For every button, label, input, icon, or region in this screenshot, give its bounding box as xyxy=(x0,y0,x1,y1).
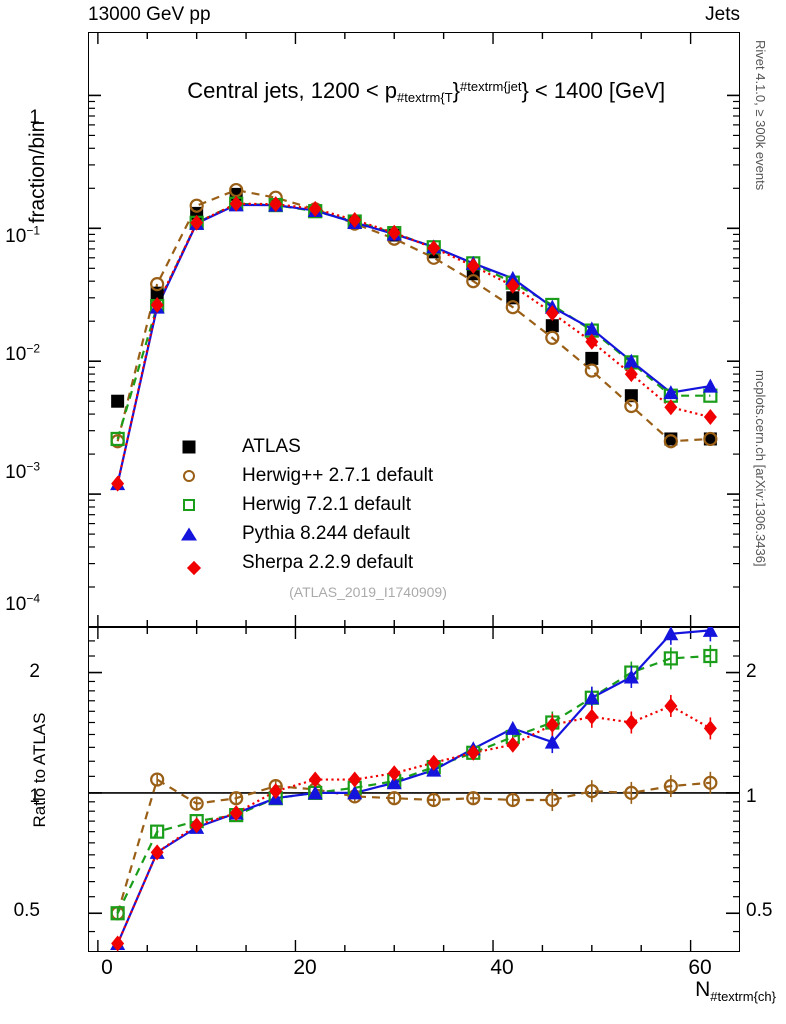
legend-key-herwig7 xyxy=(150,495,228,515)
title-suffix: < 1400 [GeV] xyxy=(528,78,666,103)
legend-label-pythia: Pythia 8.244 default xyxy=(242,522,410,544)
title-mid2: } xyxy=(521,78,529,103)
legend-key-sherpa xyxy=(150,553,228,575)
rivet-version-note: Rivet 4.1.0, ≥ 300k events xyxy=(753,40,768,191)
main-ytick-1: 10−1 xyxy=(5,223,40,248)
legend-item-atlas[interactable]: ATLAS xyxy=(150,432,433,461)
xtick-40: 40 xyxy=(490,956,514,979)
analysis-id-label: (ATLAS_2019_I1740909) xyxy=(289,584,447,600)
open-square-icon xyxy=(183,498,195,511)
ratio-y-axis-label: Ratio to ATLAS xyxy=(30,712,49,828)
title-sup: #textrm{jet xyxy=(460,79,522,94)
beam-energy-label: 13000 GeV pp xyxy=(88,4,211,25)
filled-diamond-icon xyxy=(186,560,202,575)
ratio-ytick-right-2: 2 xyxy=(746,661,757,682)
open-circle-icon xyxy=(183,469,195,482)
ratio-ytick-right-1: 1 xyxy=(746,786,757,807)
category-label: Jets xyxy=(705,4,740,25)
legend-label-atlas: ATLAS xyxy=(242,435,301,457)
main-ytick-0: 1 xyxy=(29,107,40,128)
legend-key-atlas xyxy=(150,437,228,457)
title-sub: #textrm{T xyxy=(397,90,453,105)
xtick-0: 0 xyxy=(101,956,113,979)
title-prefix: Central jets, 1200 < p xyxy=(187,78,398,103)
legend: ATLAS Herwig++ 2.7.1 default Herwig 7.2.… xyxy=(150,432,433,577)
ratio-plot-canvas xyxy=(88,627,740,952)
x-axis-label-sub: #textrm{ch} xyxy=(710,989,776,1005)
legend-item-sherpa[interactable]: Sherpa 2.2.9 default xyxy=(150,548,433,577)
mcplots-source-note: mcplots.cern.ch [arXiv:1306.3436] xyxy=(753,370,768,567)
legend-item-herwigpp[interactable]: Herwig++ 2.7.1 default xyxy=(150,461,433,490)
legend-label-herwigpp: Herwig++ 2.7.1 default xyxy=(242,464,434,486)
ratio-ytick-05: 0.5 xyxy=(13,900,40,921)
filled-square-icon xyxy=(182,440,196,453)
xtick-60: 60 xyxy=(688,956,712,979)
x-axis-label-base: N xyxy=(695,978,711,1001)
title-mid: } xyxy=(452,78,461,103)
xtick-20: 20 xyxy=(293,956,317,979)
main-ytick-4: 10−4 xyxy=(5,591,40,616)
main-plot-canvas xyxy=(88,32,740,627)
main-ytick-3: 10−3 xyxy=(5,459,40,484)
ratio-ytick-right-05: 0.5 xyxy=(746,900,773,921)
legend-label-sherpa: Sherpa 2.2.9 default xyxy=(242,551,414,573)
legend-key-herwigpp xyxy=(150,466,228,486)
legend-key-pythia xyxy=(150,524,228,544)
plot-title: Central jets, 1200 < p#textrm{T}#textrm{… xyxy=(88,52,740,131)
legend-label-herwig7: Herwig 7.2.1 default xyxy=(242,493,411,515)
legend-item-herwig7[interactable]: Herwig 7.2.1 default xyxy=(150,490,433,519)
legend-item-pythia[interactable]: Pythia 8.244 default xyxy=(150,519,433,548)
x-axis-label: N#textrm{ch} xyxy=(695,978,776,1004)
ratio-ytick-2: 2 xyxy=(29,661,40,682)
filled-triangle-icon xyxy=(181,527,197,540)
main-ytick-2: 10−2 xyxy=(5,341,40,366)
ratio-ytick-1: 1 xyxy=(29,786,40,807)
